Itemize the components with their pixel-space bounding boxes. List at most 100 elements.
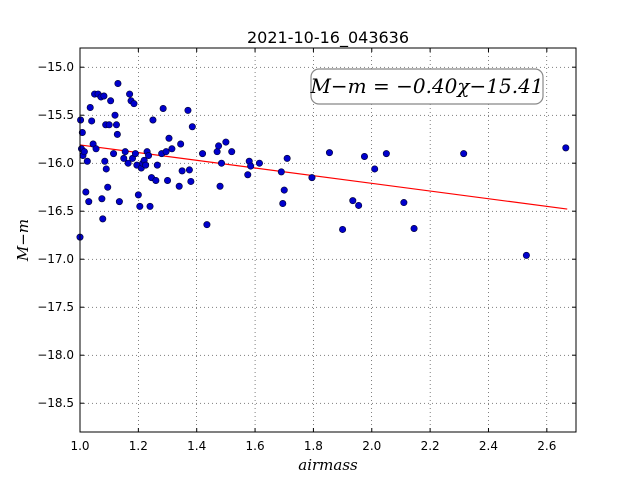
x-tick-label: 2.0 <box>362 439 381 453</box>
data-point <box>130 100 138 108</box>
data-point <box>82 188 90 196</box>
data-point <box>355 201 363 209</box>
data-point <box>178 167 186 175</box>
data-point <box>159 104 167 112</box>
chart-title: 2021-10-16_043636 <box>247 28 409 48</box>
data-point <box>277 168 285 176</box>
tick-labels: 1.0 1.2 1.4 1.6 1.8 2.0 2.2 2.4 2.6 −15.0 −15.5 −16… <box>37 60 556 453</box>
data-point <box>146 202 154 210</box>
data-point <box>247 162 255 170</box>
data-point <box>215 142 223 150</box>
data-point <box>77 116 85 124</box>
y-tick-label: −16.0 <box>37 156 74 170</box>
data-point <box>145 152 153 160</box>
data-point <box>105 121 113 129</box>
data-point <box>100 92 108 100</box>
data-point <box>102 165 110 173</box>
data-point <box>165 134 173 142</box>
data-point <box>112 121 120 129</box>
data-point <box>86 104 94 112</box>
data-point <box>111 111 119 119</box>
data-point <box>149 116 157 124</box>
data-point <box>120 154 128 162</box>
data-point <box>360 152 368 160</box>
y-axis-label: M−m <box>14 219 32 262</box>
data-point <box>325 149 333 157</box>
x-tick-label: 1.0 <box>70 439 89 453</box>
data-point <box>188 123 196 131</box>
data-point <box>92 145 100 153</box>
x-axis-label: airmass <box>298 456 358 474</box>
data-point <box>153 161 161 169</box>
x-tick-label: 1.4 <box>187 439 206 453</box>
data-point <box>80 148 88 156</box>
data-point <box>400 199 408 207</box>
data-point <box>218 159 226 167</box>
data-point <box>371 165 379 173</box>
data-point <box>184 106 192 114</box>
data-point <box>244 171 252 179</box>
data-point <box>162 148 170 156</box>
x-tick-label: 1.6 <box>246 439 265 453</box>
y-tick-label: −18.5 <box>37 396 74 410</box>
data-point <box>107 97 115 105</box>
data-point <box>522 251 530 259</box>
data-point <box>175 182 183 190</box>
data-point <box>113 130 121 138</box>
y-tick-label: −15.5 <box>37 108 74 122</box>
x-tick-label: 2.4 <box>479 439 498 453</box>
data-point <box>283 154 291 162</box>
data-point <box>203 221 211 229</box>
x-tick-label: 1.2 <box>129 439 148 453</box>
data-point <box>99 215 107 223</box>
data-point <box>222 138 230 146</box>
grid-lines <box>79 48 576 432</box>
data-point <box>142 161 150 169</box>
y-tick-label: −17.0 <box>37 252 74 266</box>
data-point <box>78 128 86 136</box>
data-point <box>199 150 207 158</box>
data-point <box>460 150 468 158</box>
data-point <box>168 145 176 153</box>
data-point <box>101 157 109 165</box>
plot-frame <box>79 47 577 433</box>
data-point <box>115 198 123 206</box>
data-point <box>83 157 91 165</box>
data-point <box>85 198 93 206</box>
data-point <box>255 159 263 167</box>
y-tick-label: −17.5 <box>37 300 74 314</box>
data-point <box>164 176 172 184</box>
data-point <box>177 140 185 148</box>
data-point <box>382 150 390 158</box>
data-point <box>136 202 144 210</box>
data-point <box>134 191 142 199</box>
x-tick-label: 2.6 <box>537 439 556 453</box>
data-point <box>152 176 160 184</box>
x-tick-label: 1.8 <box>304 439 323 453</box>
data-point <box>121 148 129 156</box>
data-point <box>124 159 132 167</box>
data-point <box>228 148 236 156</box>
data-point <box>280 186 288 194</box>
plot-area <box>80 48 576 432</box>
fit-annotation: M−m = −0.40χ−15.41 <box>309 68 544 105</box>
data-point <box>410 224 418 232</box>
data-point <box>98 195 106 203</box>
data-point <box>213 148 221 156</box>
data-point <box>187 177 195 185</box>
y-tick-label: −15.0 <box>37 60 74 74</box>
data-point <box>562 144 570 152</box>
annotation-box <box>310 68 544 105</box>
x-tick-label: 2.2 <box>421 439 440 453</box>
data-point <box>339 225 347 233</box>
y-tick-label: −18.0 <box>37 348 74 362</box>
annotation-text: M−m = −0.40χ−15.41 <box>309 74 543 98</box>
data-point <box>279 200 287 208</box>
data-point <box>114 80 122 88</box>
y-tick-label: −16.5 <box>37 204 74 218</box>
data-point <box>185 166 193 174</box>
data-point <box>88 117 96 125</box>
data-point <box>104 183 112 191</box>
data-points <box>76 80 570 259</box>
